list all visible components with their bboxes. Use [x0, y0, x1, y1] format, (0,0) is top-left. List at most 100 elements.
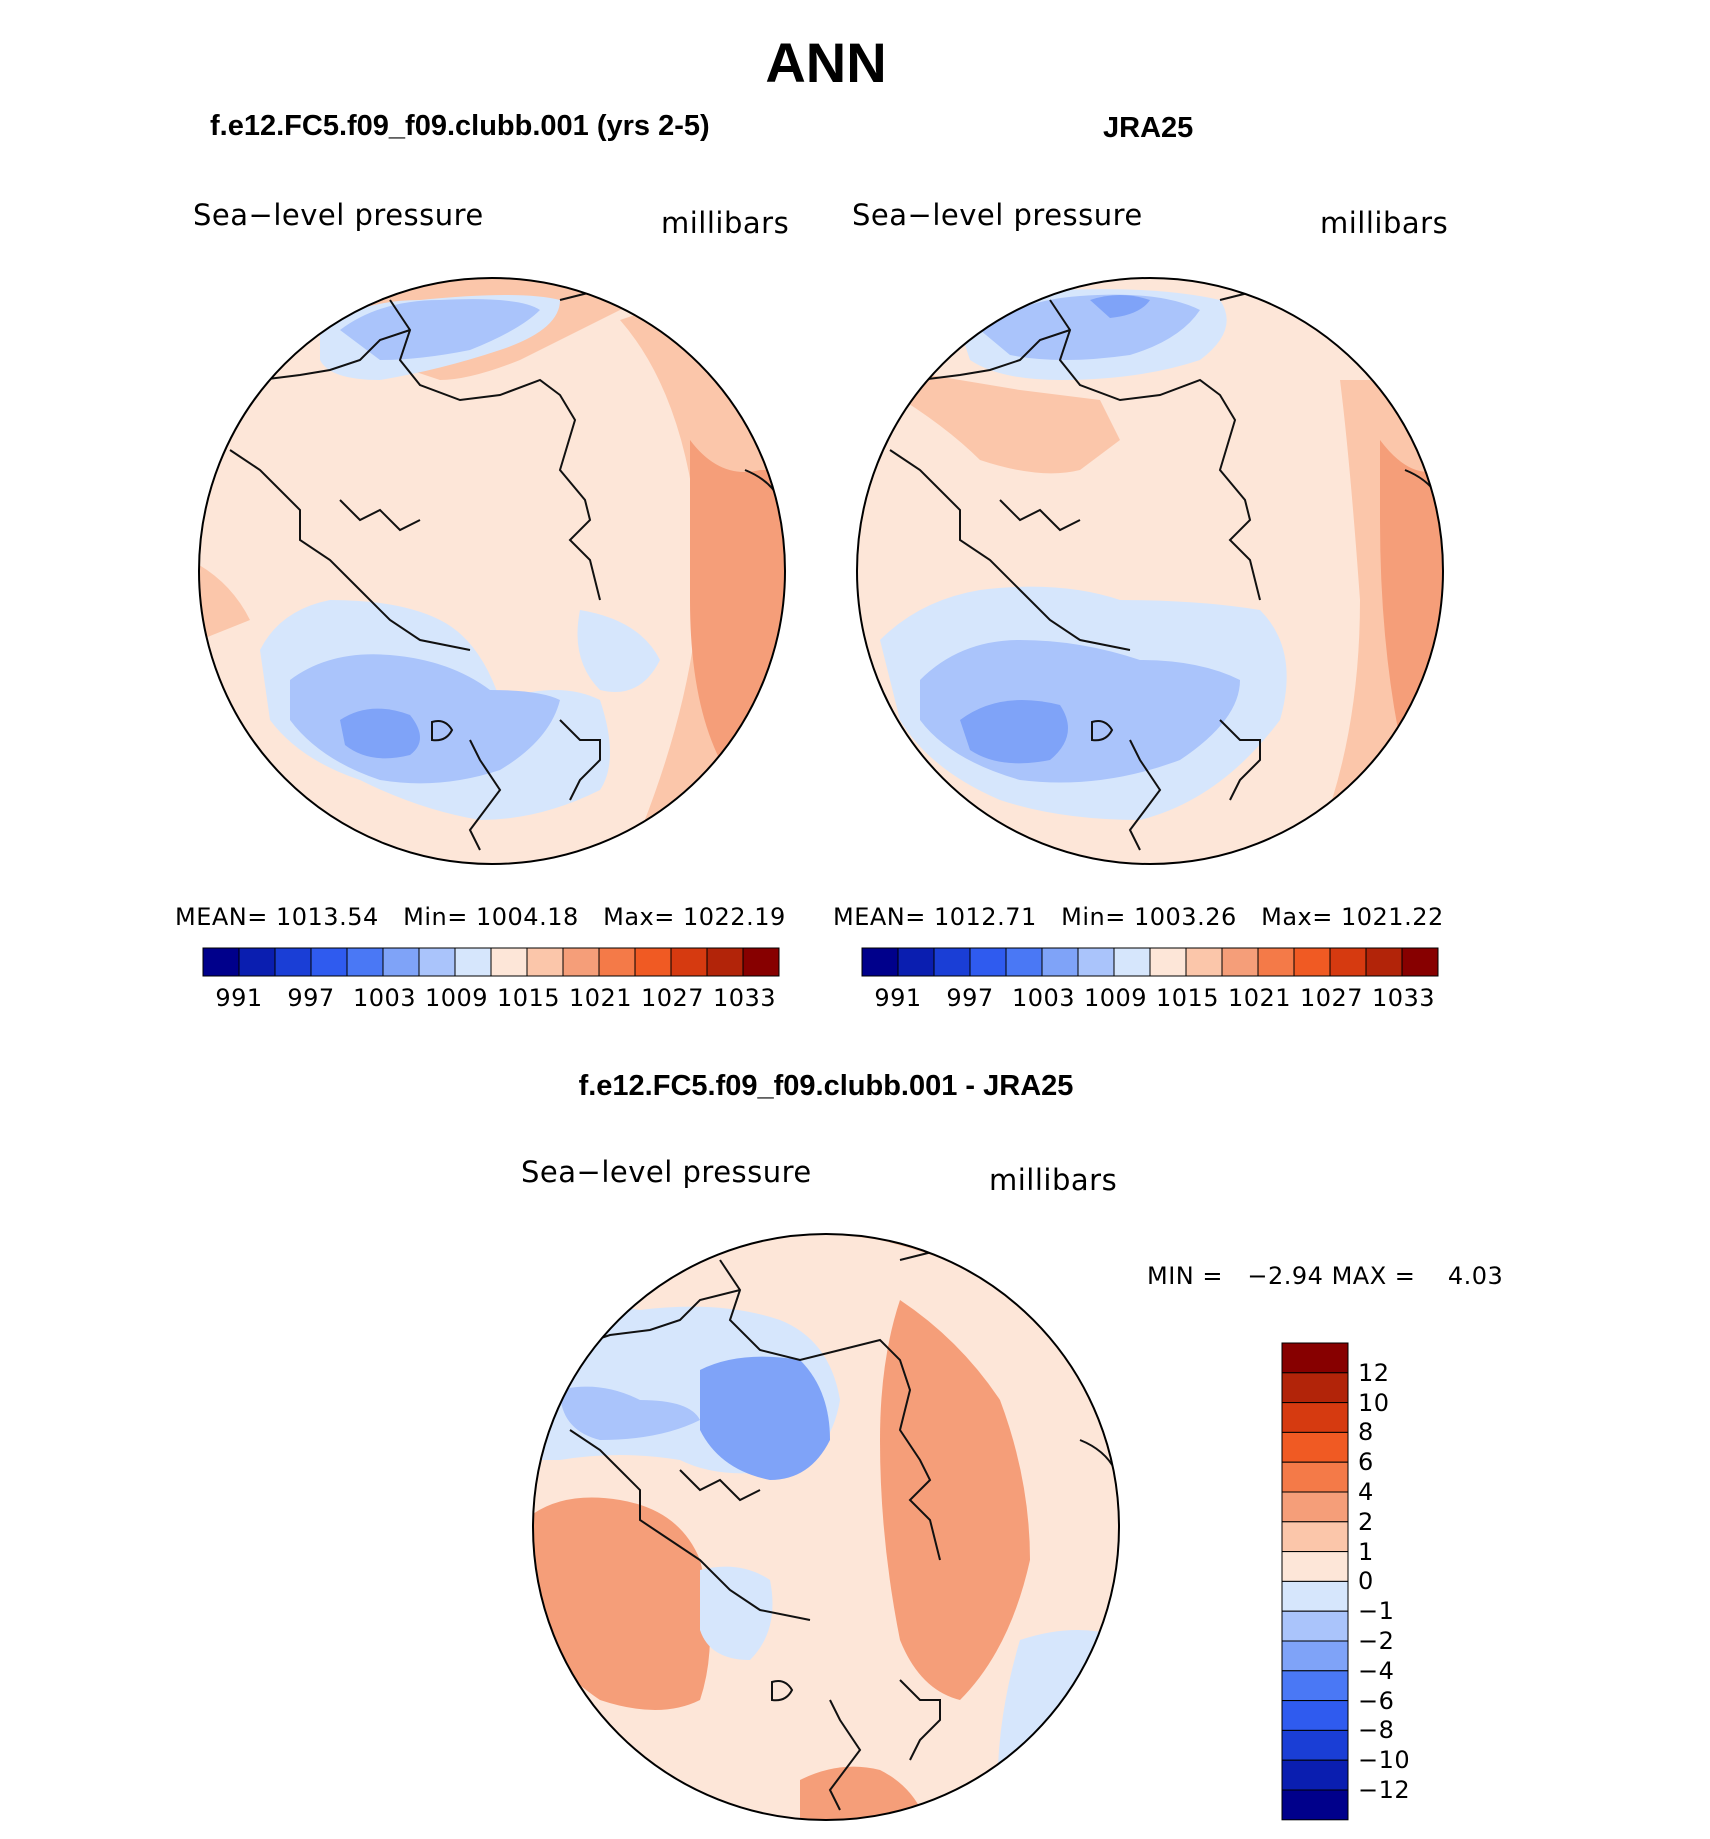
difference-colorbar-box: [1281, 1372, 1349, 1404]
model-polar-map: [198, 277, 786, 865]
model-colorbar-tick: 991: [215, 984, 263, 1012]
difference-colorbar-tick: −2: [1358, 1627, 1395, 1655]
obs-colorbar-tick: 1021: [1228, 984, 1292, 1012]
difference-colorbar-box: [1281, 1670, 1349, 1702]
model-variable-label: Sea−level pressure: [193, 198, 484, 232]
model-colorbar-tick: 1015: [497, 984, 561, 1012]
difference-colorbar-box: [1281, 1610, 1349, 1642]
model-colorbar-tick: 1027: [641, 984, 705, 1012]
difference-colorbar-box: [1281, 1551, 1349, 1582]
difference-colorbar-tick: −12: [1358, 1776, 1411, 1804]
model-mean-value: 1013.54: [276, 903, 379, 931]
obs-mean-label: MEAN=: [833, 903, 926, 931]
difference-min-value: −2.94: [1247, 1262, 1324, 1290]
model-colorbar-box: [454, 947, 492, 977]
model-colorbar-box: [418, 947, 456, 977]
obs-colorbar-tick: 991: [874, 984, 922, 1012]
difference-polar-map: [532, 1233, 1120, 1821]
obs-colorbar-box: [861, 947, 899, 977]
obs-colorbar-box: [1257, 947, 1295, 977]
obs-min-label: Min=: [1061, 903, 1126, 931]
obs-colorbar-box: [933, 947, 971, 977]
obs-colorbar-tick: 997: [946, 984, 994, 1012]
model-min-label: Min=: [403, 903, 468, 931]
obs-variable-label: Sea−level pressure: [852, 198, 1143, 232]
obs-colorbar-box: [1365, 947, 1403, 977]
difference-units-label: millibars: [989, 1163, 1118, 1197]
difference-colorbar-tick: 10: [1358, 1388, 1390, 1417]
obs-max-label: Max=: [1261, 903, 1333, 931]
obs-units-label: millibars: [1320, 206, 1449, 240]
difference-colorbar-box: [1281, 1491, 1349, 1523]
difference-max-label: MAX =: [1331, 1262, 1416, 1290]
difference-colorbar-box: [1281, 1521, 1349, 1553]
model-mean-label: MEAN=: [175, 903, 268, 931]
model-panel-title: f.e12.FC5.f09_f09.clubb.001 (yrs 2-5): [210, 110, 710, 142]
difference-colorbar-tick: 1: [1358, 1537, 1374, 1566]
model-colorbar-box: [202, 947, 240, 977]
model-colorbar-box: [742, 947, 780, 977]
model-colorbar-box: [598, 947, 636, 977]
difference-colorbar-box: [1281, 1580, 1349, 1612]
obs-colorbar-box: [1041, 947, 1079, 977]
obs-colorbar-box: [1077, 947, 1115, 977]
difference-colorbar-box: [1281, 1700, 1349, 1731]
difference-colorbar-box: [1281, 1402, 1349, 1433]
difference-colorbar-box: [1281, 1789, 1349, 1821]
obs-max-value: 1021.22: [1341, 903, 1444, 931]
difference-colorbar-tick: −8: [1358, 1716, 1395, 1745]
obs-colorbar-tick: 1015: [1156, 984, 1220, 1012]
obs-colorbar-box: [1329, 947, 1367, 977]
model-colorbar-tick: 1021: [569, 984, 633, 1012]
model-colorbar: [202, 947, 780, 977]
model-colorbar-box: [634, 947, 672, 977]
obs-colorbar-box: [1149, 947, 1187, 977]
model-colorbar-box: [274, 947, 312, 977]
obs-colorbar-tick: 1033: [1372, 984, 1436, 1012]
obs-colorbar-box: [1401, 947, 1439, 977]
difference-colorbar-box: [1281, 1640, 1349, 1672]
obs-colorbar-box: [969, 947, 1007, 977]
model-colorbar-box: [490, 947, 528, 977]
model-max-label: Max=: [603, 903, 675, 931]
model-colorbar-tick: 1009: [425, 984, 489, 1012]
difference-colorbar-tick: 0: [1358, 1567, 1374, 1596]
obs-colorbar-box: [1185, 947, 1223, 977]
difference-max-value: 4.03: [1447, 1262, 1504, 1290]
difference-colorbar-box: [1281, 1759, 1349, 1791]
model-colorbar-box: [706, 947, 744, 977]
model-stats: MEAN= 1013.54 Min= 1004.18 Max= 1022.19: [175, 903, 786, 931]
model-colorbar-box: [382, 947, 420, 977]
difference-colorbar-box: [1281, 1461, 1349, 1493]
model-max-value: 1022.19: [683, 903, 786, 931]
difference-colorbar-tick: 2: [1358, 1507, 1374, 1536]
obs-mean-value: 1012.71: [934, 903, 1037, 931]
obs-colorbar-box: [1221, 947, 1259, 977]
model-colorbar-box: [238, 947, 276, 977]
obs-colorbar-tick: 1027: [1300, 984, 1364, 1012]
obs-colorbar-box: [897, 947, 935, 977]
obs-min-value: 1003.26: [1133, 903, 1237, 931]
obs-colorbar-tick: 1003: [1012, 984, 1076, 1012]
difference-colorbar-box: [1281, 1342, 1349, 1374]
difference-colorbar-tick: −4: [1358, 1656, 1395, 1685]
model-colorbar-tick: 997: [287, 984, 335, 1012]
model-colorbar-box: [310, 947, 348, 977]
main-title: ANN: [765, 31, 887, 94]
model-units-label: millibars: [661, 206, 790, 240]
model-min-value: 1004.18: [475, 903, 579, 931]
model-colorbar-box: [526, 947, 564, 977]
difference-colorbar-tick: 8: [1358, 1418, 1374, 1447]
obs-stats: MEAN= 1012.71 Min= 1003.26 Max= 1021.22: [833, 903, 1444, 931]
difference-min-max: MIN = −2.94 MAX = 4.03: [1147, 1262, 1503, 1290]
obs-colorbar-box: [1293, 947, 1331, 977]
difference-colorbar-tick: 4: [1358, 1478, 1374, 1506]
model-colorbar-box: [346, 947, 384, 977]
difference-colorbar-tick: −10: [1358, 1746, 1411, 1775]
model-colorbar-box: [670, 947, 708, 977]
model-colorbar-box: [562, 947, 600, 977]
obs-colorbar-tick: 1009: [1084, 984, 1148, 1012]
difference-colorbar-tick: 12: [1358, 1358, 1390, 1387]
difference-colorbar-box: [1281, 1431, 1349, 1463]
